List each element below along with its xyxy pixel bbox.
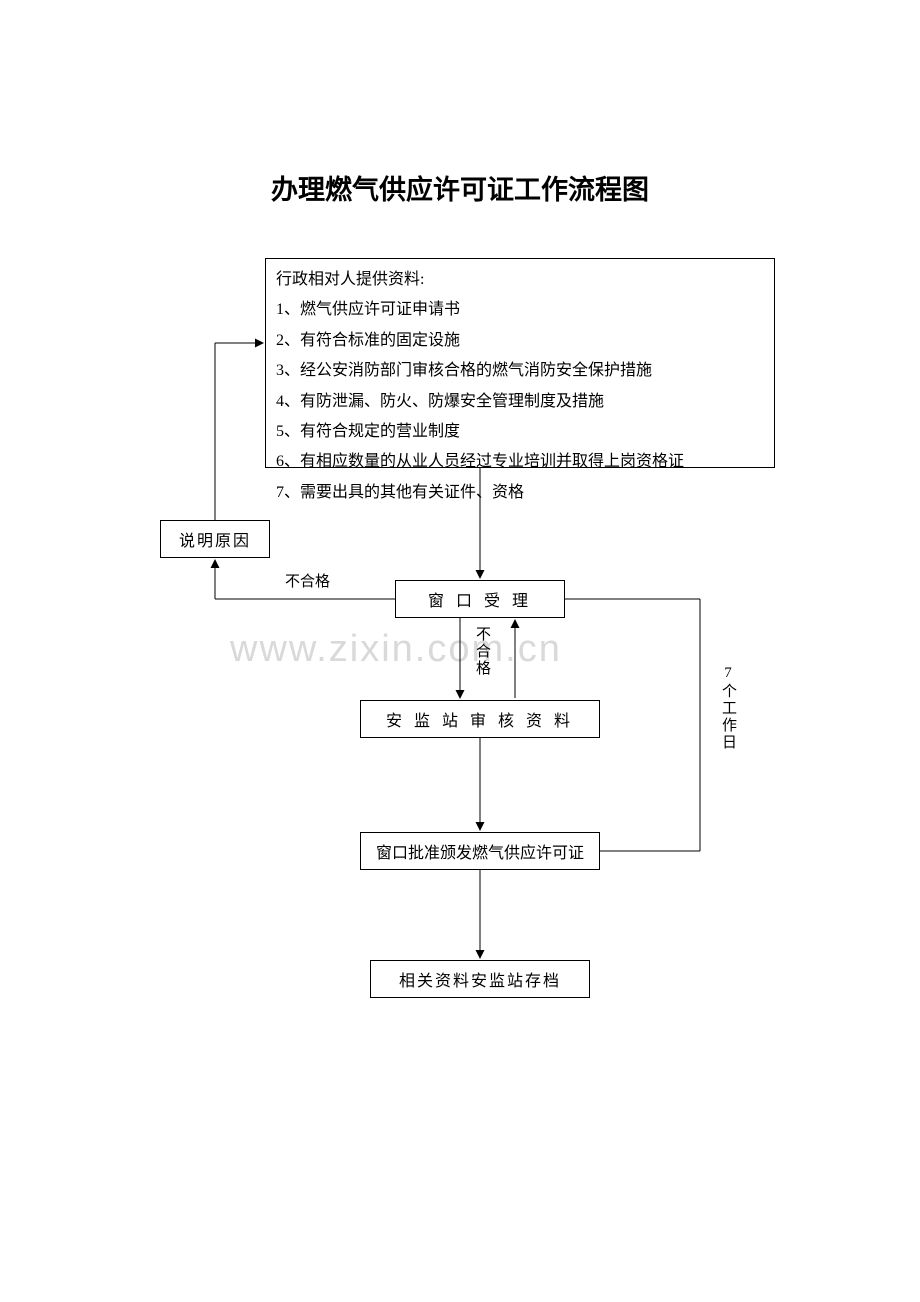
node-accept-label: 窗 口 受 理 [428, 587, 532, 611]
watermark: www.zixin.com.cn [230, 628, 562, 671]
node-reason-label: 说明原因 [179, 527, 251, 551]
node-archive-label: 相关资料安监站存档 [399, 967, 561, 991]
node-approve: 窗口批准颁发燃气供应许可证 [360, 832, 600, 870]
label-fail-2: 不合格 [472, 626, 493, 677]
node-materials: 行政相对人提供资料:1、燃气供应许可证申请书2、有符合标准的固定设施3、经公安消… [265, 258, 775, 468]
node-accept: 窗 口 受 理 [395, 580, 565, 618]
label-duration: 7个工作日 [718, 665, 739, 751]
node-reason: 说明原因 [160, 520, 270, 558]
materials-text: 行政相对人提供资料:1、燃气供应许可证申请书2、有符合标准的固定设施3、经公安消… [266, 259, 774, 514]
node-archive: 相关资料安监站存档 [370, 960, 590, 998]
node-approve-label: 窗口批准颁发燃气供应许可证 [376, 839, 584, 863]
page-title: 办理燃气供应许可证工作流程图 [0, 168, 920, 207]
node-review: 安 监 站 审 核 资 料 [360, 700, 600, 738]
label-fail-1: 不合格 [285, 570, 330, 591]
node-review-label: 安 监 站 审 核 资 料 [386, 707, 574, 731]
